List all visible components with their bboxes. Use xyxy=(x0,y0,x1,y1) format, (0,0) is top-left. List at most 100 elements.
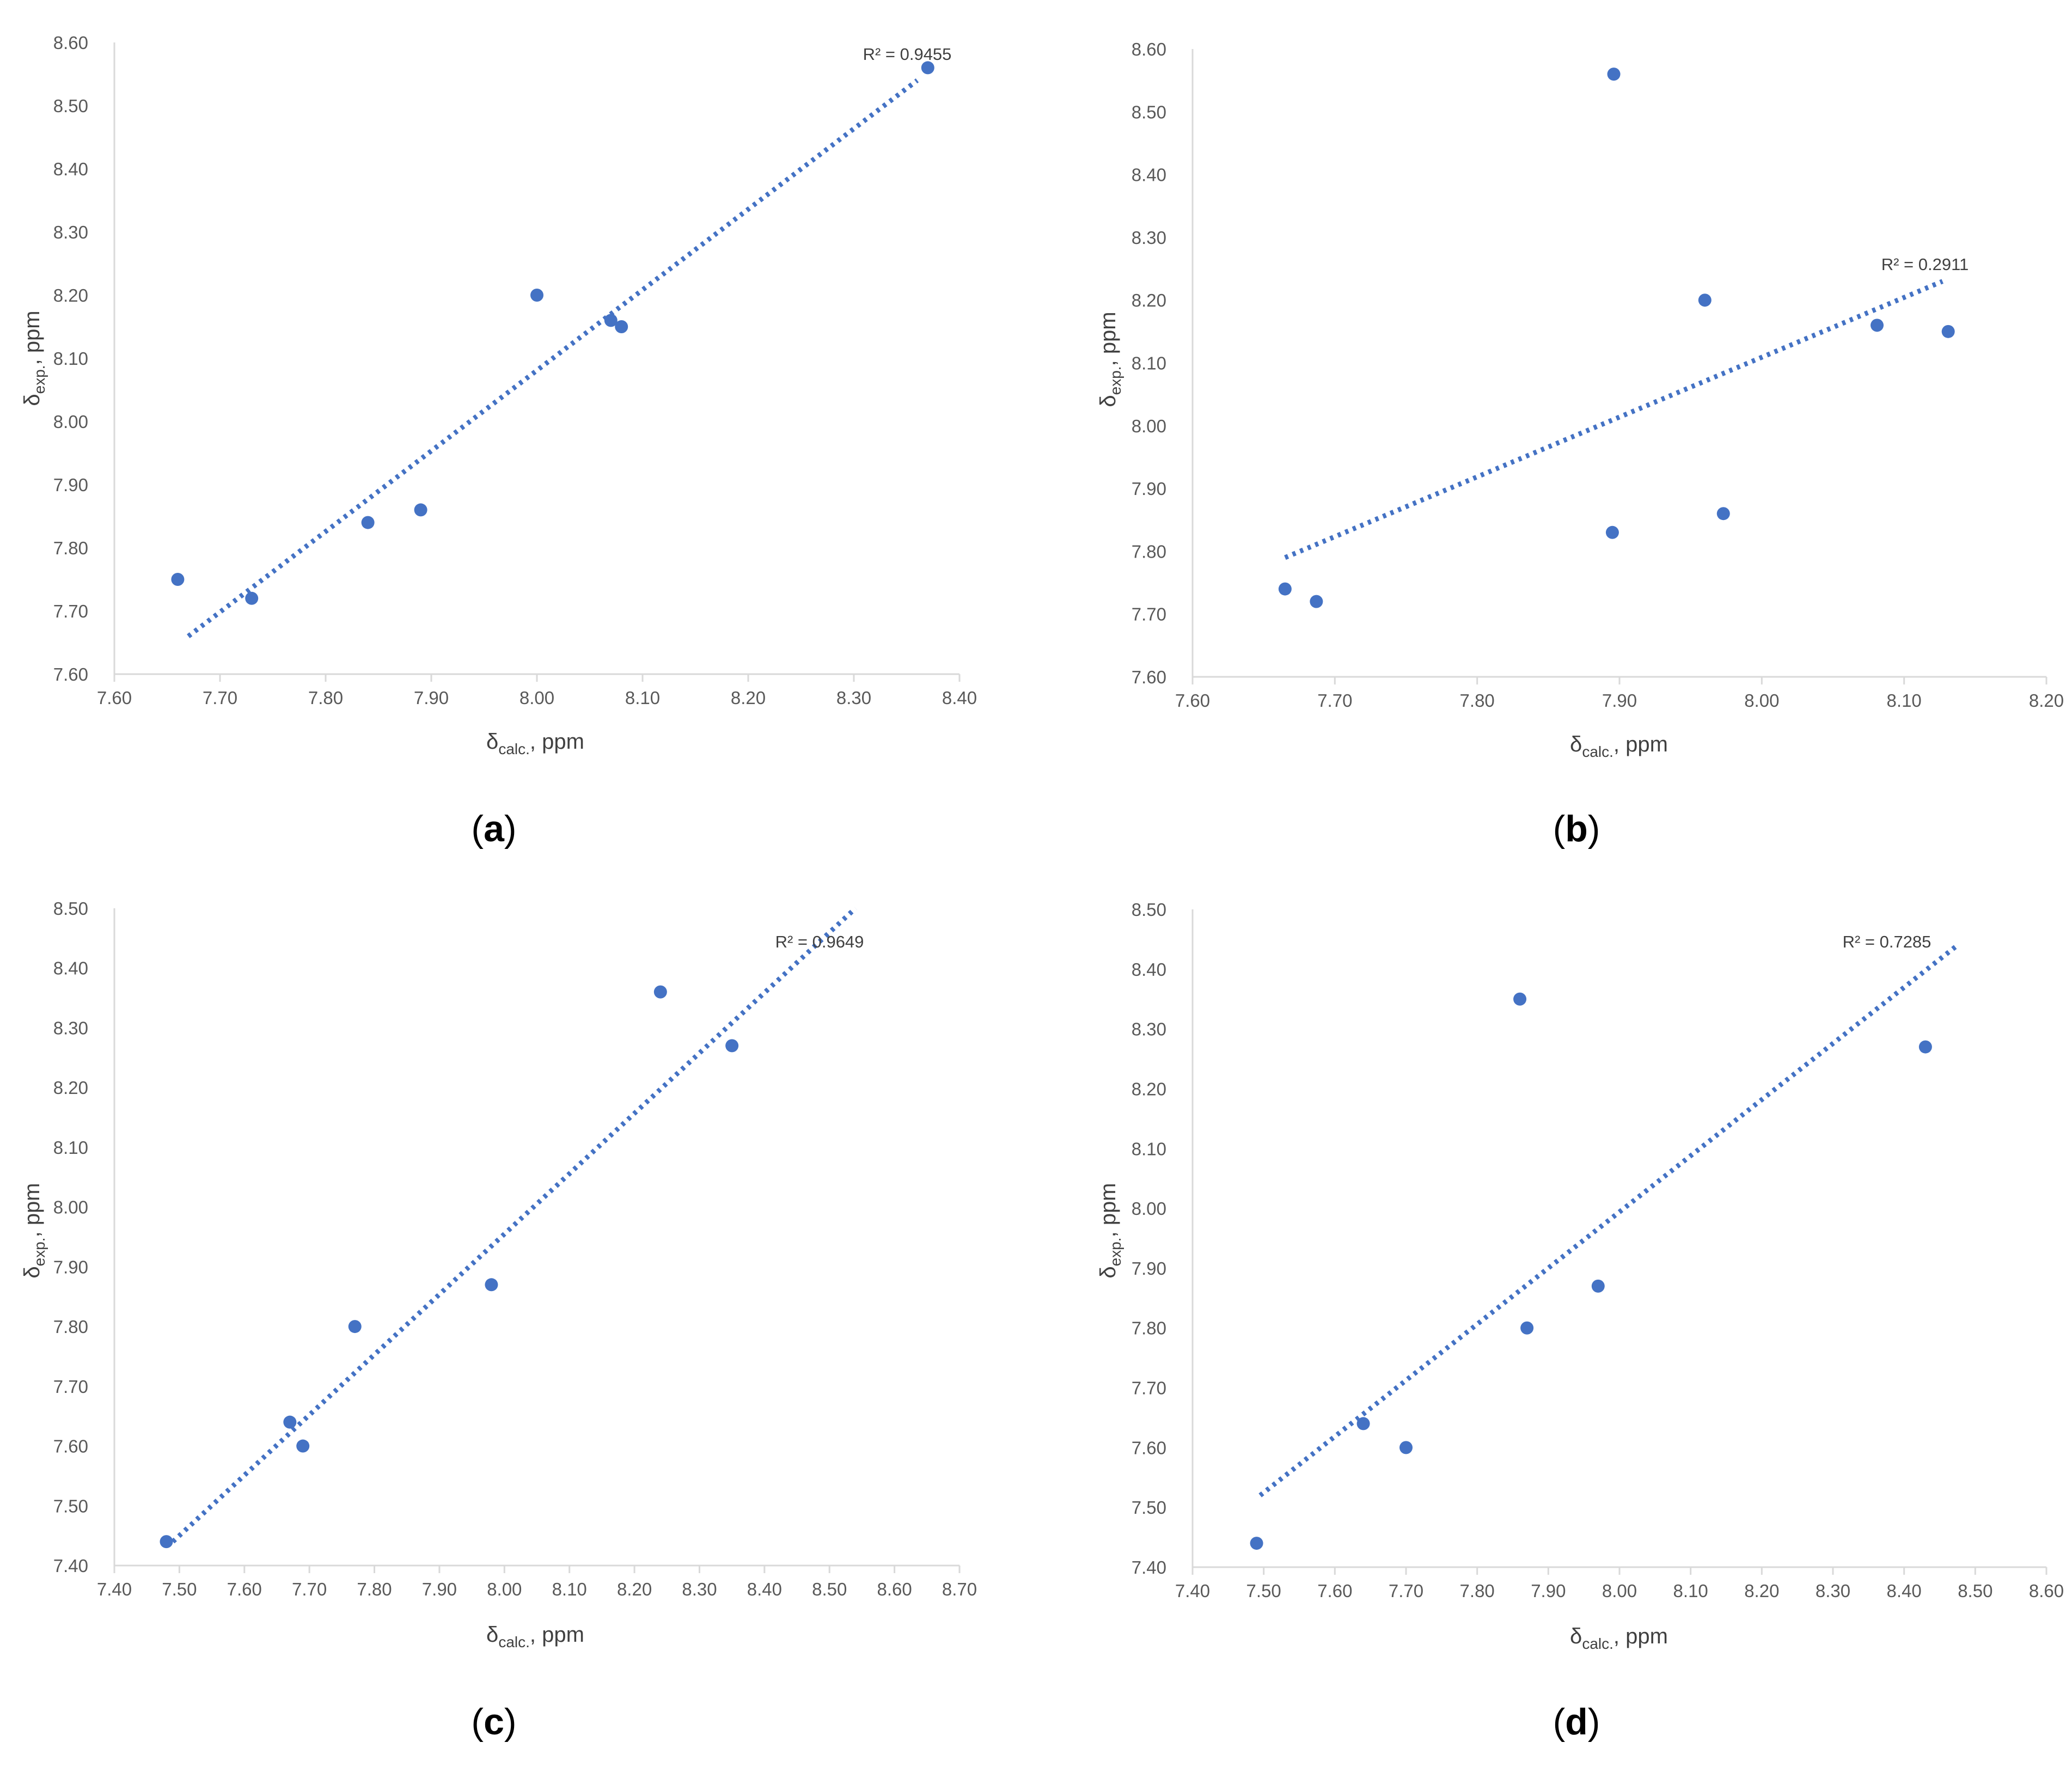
x-tick-label: 8.10 xyxy=(552,1579,587,1599)
x-tick-label: 7.40 xyxy=(1175,1581,1210,1601)
data-point xyxy=(160,1535,173,1549)
x-axis-title-symbol: δ xyxy=(1570,732,1582,756)
x-tick-label: 8.20 xyxy=(617,1579,652,1599)
data-point xyxy=(1716,507,1730,521)
panel-label: (a) xyxy=(471,808,516,849)
panel-label-close-paren: ) xyxy=(1588,1701,1600,1742)
data-point xyxy=(1591,1279,1605,1293)
data-point xyxy=(1399,1441,1413,1454)
y-tick-label: 7.40 xyxy=(1132,1557,1166,1578)
x-tick-label: 7.50 xyxy=(162,1579,197,1599)
data-point xyxy=(1607,68,1621,81)
y-tick-label: 8.00 xyxy=(1132,1199,1166,1219)
y-tick-label: 7.70 xyxy=(1132,1378,1166,1398)
panel-label-open-paren: ( xyxy=(1553,808,1566,849)
panel-label-close-paren: ) xyxy=(504,1701,517,1742)
x-axis-title-suffix: , ppm xyxy=(530,730,584,754)
x-axis-title: δcalc., ppm xyxy=(1570,1624,1668,1652)
x-tick-label: 7.60 xyxy=(97,688,132,708)
panel-label-letter: c xyxy=(484,1701,504,1742)
y-tick-label: 8.10 xyxy=(1132,1139,1166,1159)
x-axis-title-subscript: calc. xyxy=(1582,743,1613,760)
x-tick-label: 8.60 xyxy=(877,1579,912,1599)
y-axis-title-suffix: , ppm xyxy=(1096,1183,1120,1237)
x-tick-label: 8.20 xyxy=(731,688,766,708)
y-tick-label: 8.60 xyxy=(53,33,88,53)
y-tick-label: 7.80 xyxy=(53,1317,88,1337)
x-tick-label: 7.90 xyxy=(414,688,449,708)
x-tick-label: 7.80 xyxy=(308,688,343,708)
data-point xyxy=(1520,1321,1534,1335)
x-tick-label: 8.70 xyxy=(942,1579,977,1599)
x-tick-label: 8.30 xyxy=(682,1579,717,1599)
panel-label-close-paren: ) xyxy=(1588,808,1600,849)
x-tick-label: 7.60 xyxy=(227,1579,262,1599)
y-tick-label: 8.50 xyxy=(1132,102,1166,122)
data-point xyxy=(604,314,618,327)
y-axis-title-symbol: δ xyxy=(20,394,44,406)
y-tick-label: 8.50 xyxy=(53,96,88,116)
chart-panel-a: 7.60 7.70 7.80 7.90 8.00 8.10 8.20 8.30 8.40 7.60… xyxy=(20,33,977,849)
y-tick-label: 8.20 xyxy=(1132,290,1166,310)
y-tick-label: 7.90 xyxy=(1132,479,1166,499)
y-tick-label: 7.80 xyxy=(1132,1318,1166,1338)
x-tick-label: 7.60 xyxy=(1317,1581,1352,1601)
chart-panel-b: 7.60 7.70 7.80 7.90 8.00 8.10 8.20 7.60 7.70 7.80… xyxy=(1096,39,2064,849)
y-tick-label: 8.60 xyxy=(1132,39,1166,59)
x-axis-title-symbol: δ xyxy=(486,1623,498,1647)
trendline xyxy=(1258,943,1959,1497)
trendline xyxy=(171,906,858,1544)
y-axis-title: δexp., ppm xyxy=(1096,1183,1124,1278)
data-point xyxy=(1605,525,1619,539)
x-tick-label: 7.80 xyxy=(1460,1581,1495,1601)
chart-panel-d: 7.40 7.50 7.60 7.70 7.80 7.90 8.00 8.10 8.20 8.30… xyxy=(1096,900,2064,1742)
y-tick-label: 7.80 xyxy=(1132,541,1166,561)
y-tick-label: 8.40 xyxy=(1132,959,1166,980)
y-tick-label: 8.40 xyxy=(53,958,88,979)
data-point xyxy=(361,516,375,529)
y-tick-label: 8.00 xyxy=(53,1197,88,1218)
y-tick-label: 8.10 xyxy=(53,348,88,369)
x-tick-label: 8.20 xyxy=(2029,690,2064,711)
y-axis-title-suffix: , ppm xyxy=(1096,311,1120,366)
x-axis-title-subscript: calc. xyxy=(498,1634,530,1650)
y-tick-label: 7.60 xyxy=(1132,667,1166,687)
y-tick-label: 8.50 xyxy=(1132,900,1166,920)
panel-label-open-paren: ( xyxy=(1553,1701,1566,1742)
y-tick-label: 7.90 xyxy=(53,1257,88,1277)
y-tick-label: 8.10 xyxy=(1132,353,1166,374)
data-point xyxy=(1250,1537,1263,1550)
x-tick-label: 8.00 xyxy=(1744,690,1779,711)
x-tick-label: 7.50 xyxy=(1246,1581,1281,1601)
x-tick-label: 7.80 xyxy=(357,1579,392,1599)
y-tick-label: 8.30 xyxy=(53,222,88,242)
data-point xyxy=(530,289,543,302)
data-point xyxy=(921,61,934,75)
y-tick-label: 8.30 xyxy=(53,1018,88,1038)
y-tick-label: 7.70 xyxy=(1132,604,1166,625)
x-tick-label: 7.70 xyxy=(1317,690,1352,711)
data-point xyxy=(1918,1040,1932,1054)
x-tick-label: 8.10 xyxy=(625,688,660,708)
x-tick-label: 8.10 xyxy=(1887,690,1922,711)
trendline xyxy=(1284,279,1943,560)
x-tick-label: 7.80 xyxy=(1460,690,1495,711)
x-tick-label: 8.50 xyxy=(812,1579,847,1599)
y-tick-label: 8.30 xyxy=(1132,1019,1166,1040)
x-tick-label: 8.40 xyxy=(747,1579,782,1599)
data-point xyxy=(283,1415,297,1429)
panel-label-close-paren: ) xyxy=(504,808,517,849)
x-tick-label: 8.40 xyxy=(1887,1581,1922,1601)
data-point xyxy=(245,591,259,605)
x-tick-label: 7.90 xyxy=(1531,1581,1566,1601)
x-tick-label: 7.70 xyxy=(292,1579,327,1599)
x-tick-label: 7.70 xyxy=(203,688,237,708)
x-tick-label: 8.20 xyxy=(1744,1581,1779,1601)
x-tick-label: 8.40 xyxy=(942,688,977,708)
y-tick-label: 7.50 xyxy=(1132,1497,1166,1518)
x-axis-title-subscript: calc. xyxy=(1582,1635,1613,1652)
y-axis-title: δexp., ppm xyxy=(20,1183,48,1278)
y-tick-label: 8.40 xyxy=(1132,165,1166,185)
data-point xyxy=(348,1320,362,1334)
